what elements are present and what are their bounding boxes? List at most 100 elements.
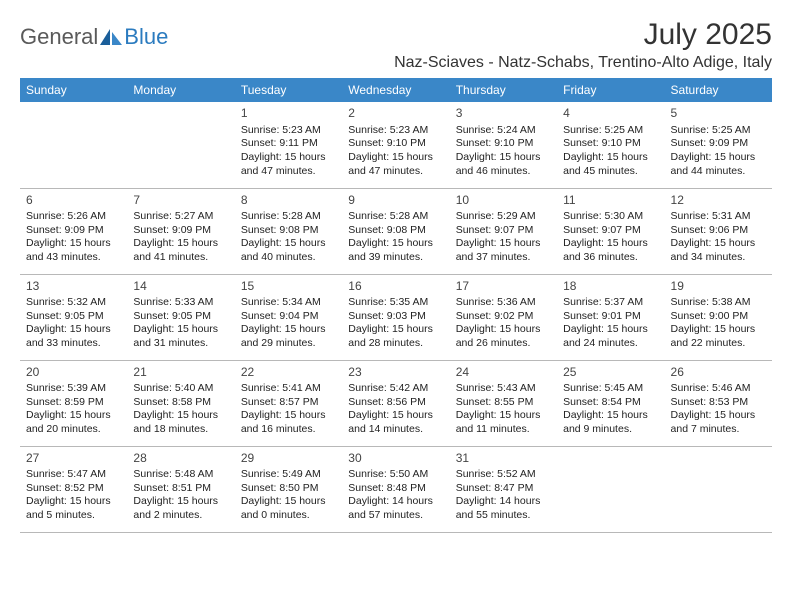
logo-text-blue: Blue: [124, 24, 168, 50]
calendar-day-cell: 6Sunrise: 5:26 AMSunset: 9:09 PMDaylight…: [20, 188, 127, 274]
sunset-line: Sunset: 9:10 PM: [348, 137, 443, 151]
sunrise-line: Sunrise: 5:45 AM: [563, 382, 658, 396]
calendar-day-cell: 11Sunrise: 5:30 AMSunset: 9:07 PMDayligh…: [557, 188, 664, 274]
sunrise-line: Sunrise: 5:26 AM: [26, 210, 121, 224]
calendar-day-cell: 24Sunrise: 5:43 AMSunset: 8:55 PMDayligh…: [450, 360, 557, 446]
sunrise-line: Sunrise: 5:35 AM: [348, 296, 443, 310]
calendar-day-cell: 9Sunrise: 5:28 AMSunset: 9:08 PMDaylight…: [342, 188, 449, 274]
day-number: 27: [26, 451, 121, 467]
daylight-line: Daylight: 15 hours and 22 minutes.: [671, 323, 766, 350]
day-number: 9: [348, 193, 443, 209]
day-number: 19: [671, 279, 766, 295]
day-number: 24: [456, 365, 551, 381]
weekday-header: Thursday: [450, 78, 557, 102]
sunrise-line: Sunrise: 5:25 AM: [671, 124, 766, 138]
sunrise-line: Sunrise: 5:38 AM: [671, 296, 766, 310]
day-number: 4: [563, 106, 658, 122]
calendar-day-cell: 4Sunrise: 5:25 AMSunset: 9:10 PMDaylight…: [557, 102, 664, 188]
calendar-table: SundayMondayTuesdayWednesdayThursdayFrid…: [20, 78, 772, 533]
sunrise-line: Sunrise: 5:48 AM: [133, 468, 228, 482]
day-number: 18: [563, 279, 658, 295]
calendar-day-cell: 19Sunrise: 5:38 AMSunset: 9:00 PMDayligh…: [665, 274, 772, 360]
calendar-day-cell: 1Sunrise: 5:23 AMSunset: 9:11 PMDaylight…: [235, 102, 342, 188]
calendar-header-row: SundayMondayTuesdayWednesdayThursdayFrid…: [20, 78, 772, 102]
sunset-line: Sunset: 8:58 PM: [133, 396, 228, 410]
month-title: July 2025: [394, 18, 772, 52]
sunrise-line: Sunrise: 5:33 AM: [133, 296, 228, 310]
calendar-day-cell: 28Sunrise: 5:48 AMSunset: 8:51 PMDayligh…: [127, 446, 234, 532]
sunset-line: Sunset: 9:09 PM: [671, 137, 766, 151]
day-number: 14: [133, 279, 228, 295]
sunrise-line: Sunrise: 5:27 AM: [133, 210, 228, 224]
header: General Blue July 2025 Naz-Sciaves - Nat…: [20, 18, 772, 72]
daylight-line: Daylight: 15 hours and 39 minutes.: [348, 237, 443, 264]
sunset-line: Sunset: 8:47 PM: [456, 482, 551, 496]
day-number: 26: [671, 365, 766, 381]
daylight-line: Daylight: 15 hours and 40 minutes.: [241, 237, 336, 264]
day-number: 21: [133, 365, 228, 381]
calendar-day-cell: 25Sunrise: 5:45 AMSunset: 8:54 PMDayligh…: [557, 360, 664, 446]
calendar-day-cell: 20Sunrise: 5:39 AMSunset: 8:59 PMDayligh…: [20, 360, 127, 446]
daylight-line: Daylight: 15 hours and 0 minutes.: [241, 495, 336, 522]
sunrise-line: Sunrise: 5:37 AM: [563, 296, 658, 310]
logo-text-general: General: [20, 24, 98, 50]
day-number: 7: [133, 193, 228, 209]
location: Naz-Sciaves - Natz-Schabs, Trentino-Alto…: [394, 54, 772, 72]
sunrise-line: Sunrise: 5:42 AM: [348, 382, 443, 396]
sunset-line: Sunset: 9:08 PM: [348, 224, 443, 238]
sunset-line: Sunset: 9:06 PM: [671, 224, 766, 238]
calendar-day-cell: 22Sunrise: 5:41 AMSunset: 8:57 PMDayligh…: [235, 360, 342, 446]
calendar-empty-cell: [20, 102, 127, 188]
daylight-line: Daylight: 15 hours and 47 minutes.: [348, 151, 443, 178]
day-number: 15: [241, 279, 336, 295]
daylight-line: Daylight: 15 hours and 18 minutes.: [133, 409, 228, 436]
calendar-day-cell: 23Sunrise: 5:42 AMSunset: 8:56 PMDayligh…: [342, 360, 449, 446]
sunrise-line: Sunrise: 5:40 AM: [133, 382, 228, 396]
day-number: 17: [456, 279, 551, 295]
sunset-line: Sunset: 9:02 PM: [456, 310, 551, 324]
calendar-week-row: 6Sunrise: 5:26 AMSunset: 9:09 PMDaylight…: [20, 188, 772, 274]
daylight-line: Daylight: 15 hours and 2 minutes.: [133, 495, 228, 522]
daylight-line: Daylight: 15 hours and 16 minutes.: [241, 409, 336, 436]
calendar-day-cell: 21Sunrise: 5:40 AMSunset: 8:58 PMDayligh…: [127, 360, 234, 446]
sunrise-line: Sunrise: 5:43 AM: [456, 382, 551, 396]
sunset-line: Sunset: 9:04 PM: [241, 310, 336, 324]
day-number: 25: [563, 365, 658, 381]
logo-sail-icon: [98, 27, 124, 47]
calendar-empty-cell: [665, 446, 772, 532]
daylight-line: Daylight: 15 hours and 26 minutes.: [456, 323, 551, 350]
sunset-line: Sunset: 8:51 PM: [133, 482, 228, 496]
weekday-header: Sunday: [20, 78, 127, 102]
calendar-day-cell: 8Sunrise: 5:28 AMSunset: 9:08 PMDaylight…: [235, 188, 342, 274]
daylight-line: Daylight: 15 hours and 37 minutes.: [456, 237, 551, 264]
sunrise-line: Sunrise: 5:34 AM: [241, 296, 336, 310]
sunset-line: Sunset: 9:08 PM: [241, 224, 336, 238]
sunset-line: Sunset: 9:01 PM: [563, 310, 658, 324]
calendar-day-cell: 29Sunrise: 5:49 AMSunset: 8:50 PMDayligh…: [235, 446, 342, 532]
sunset-line: Sunset: 9:07 PM: [563, 224, 658, 238]
sunset-line: Sunset: 9:10 PM: [456, 137, 551, 151]
sunrise-line: Sunrise: 5:39 AM: [26, 382, 121, 396]
sunset-line: Sunset: 8:56 PM: [348, 396, 443, 410]
sunset-line: Sunset: 8:48 PM: [348, 482, 443, 496]
daylight-line: Daylight: 15 hours and 20 minutes.: [26, 409, 121, 436]
daylight-line: Daylight: 15 hours and 33 minutes.: [26, 323, 121, 350]
title-block: July 2025 Naz-Sciaves - Natz-Schabs, Tre…: [394, 18, 772, 72]
day-number: 8: [241, 193, 336, 209]
sunrise-line: Sunrise: 5:23 AM: [348, 124, 443, 138]
sunrise-line: Sunrise: 5:25 AM: [563, 124, 658, 138]
day-number: 3: [456, 106, 551, 122]
daylight-line: Daylight: 15 hours and 41 minutes.: [133, 237, 228, 264]
daylight-line: Daylight: 15 hours and 24 minutes.: [563, 323, 658, 350]
calendar-empty-cell: [557, 446, 664, 532]
calendar-week-row: 1Sunrise: 5:23 AMSunset: 9:11 PMDaylight…: [20, 102, 772, 188]
calendar-day-cell: 30Sunrise: 5:50 AMSunset: 8:48 PMDayligh…: [342, 446, 449, 532]
calendar-day-cell: 14Sunrise: 5:33 AMSunset: 9:05 PMDayligh…: [127, 274, 234, 360]
sunset-line: Sunset: 9:11 PM: [241, 137, 336, 151]
day-number: 23: [348, 365, 443, 381]
calendar-day-cell: 3Sunrise: 5:24 AMSunset: 9:10 PMDaylight…: [450, 102, 557, 188]
sunset-line: Sunset: 9:00 PM: [671, 310, 766, 324]
sunset-line: Sunset: 9:10 PM: [563, 137, 658, 151]
sunrise-line: Sunrise: 5:28 AM: [348, 210, 443, 224]
calendar-day-cell: 16Sunrise: 5:35 AMSunset: 9:03 PMDayligh…: [342, 274, 449, 360]
